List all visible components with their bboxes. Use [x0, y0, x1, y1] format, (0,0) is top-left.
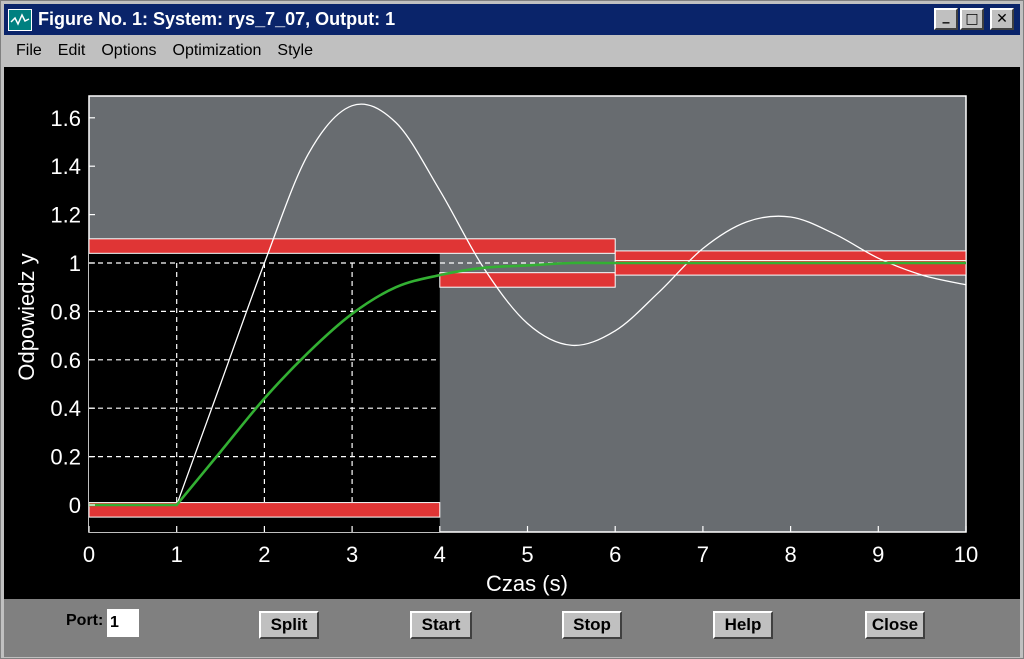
- menu-file[interactable]: File: [16, 42, 42, 59]
- y-tick-label: 0.4: [50, 396, 81, 421]
- maximize-icon: □: [965, 11, 979, 27]
- x-tick-label: 3: [346, 542, 358, 567]
- x-tick-label: 4: [434, 542, 446, 567]
- menu-edit[interactable]: Edit: [57, 42, 86, 59]
- initial-response-line[interactable]: [89, 103, 967, 506]
- y-tick-label: 1.6: [50, 106, 81, 131]
- minimize-button[interactable]: _: [934, 8, 958, 30]
- x-axis-label: Czas (s): [486, 571, 568, 596]
- menu-options[interactable]: Options: [101, 42, 157, 59]
- port-label: Port:: [66, 612, 104, 629]
- split-button[interactable]: Split: [259, 611, 319, 639]
- y-tick-label: 0: [69, 493, 81, 518]
- figure-app-icon[interactable]: [8, 8, 32, 31]
- menu-optimization[interactable]: Optimization: [172, 42, 262, 59]
- port-input[interactable]: [107, 609, 139, 637]
- upper-constraint-bar[interactable]: [88, 238, 616, 254]
- x-tick-label: 1: [171, 542, 183, 567]
- optimized-response-line[interactable]: [89, 261, 966, 507]
- menu-bar: File Edit Options Optimization Style: [4, 37, 1020, 65]
- lower-constraint-bar[interactable]: [439, 272, 616, 288]
- x-tick-label: 9: [872, 542, 884, 567]
- y-tick-label: 0.6: [50, 348, 81, 373]
- title-bar[interactable]: Figure No. 1: System: rys_7_07, Output: …: [4, 4, 1020, 35]
- x-tick-label: 10: [954, 542, 978, 567]
- stop-button[interactable]: Stop: [562, 611, 622, 639]
- close-button[interactable]: Close: [865, 611, 925, 639]
- y-tick-label: 1.2: [50, 203, 81, 228]
- menu-style[interactable]: Style: [277, 42, 313, 59]
- window-title: Figure No. 1: System: rys_7_07, Output: …: [38, 9, 396, 29]
- y-tick-label: 1.4: [50, 154, 81, 179]
- minimize-icon: _: [942, 8, 950, 24]
- response-chart[interactable]: 0 1 2 3 4 5 6 7 8 9 10 0 0.2 0.4 0.6 0.8 1 1.2 1.4 1.6 Cza…: [4, 67, 1020, 599]
- y-axis-label: Odpowiedz y: [14, 253, 39, 380]
- x-tick-label: 2: [258, 542, 270, 567]
- help-button[interactable]: Help: [713, 611, 773, 639]
- control-bar: Port: Split Start Stop Help Close: [4, 599, 1020, 657]
- x-tick-label: 5: [521, 542, 533, 567]
- x-tick-label: 8: [784, 542, 796, 567]
- x-tick-label: 6: [609, 542, 621, 567]
- x-tick-label: 0: [83, 542, 95, 567]
- close-icon: ✕: [996, 11, 1008, 27]
- y-tick-label: 0.8: [50, 299, 81, 324]
- maximize-button[interactable]: □: [960, 8, 984, 30]
- plot-canvas: 0 1 2 3 4 5 6 7 8 9 10 0 0.2 0.4 0.6 0.8 1 1.2 1.4 1.6 Cza…: [4, 67, 1020, 599]
- x-tick-label: 7: [697, 542, 709, 567]
- y-tick-label: 1: [69, 251, 81, 276]
- start-button[interactable]: Start: [410, 611, 472, 639]
- y-tick-label: 0.2: [50, 445, 81, 470]
- close-window-button[interactable]: ✕: [990, 8, 1014, 30]
